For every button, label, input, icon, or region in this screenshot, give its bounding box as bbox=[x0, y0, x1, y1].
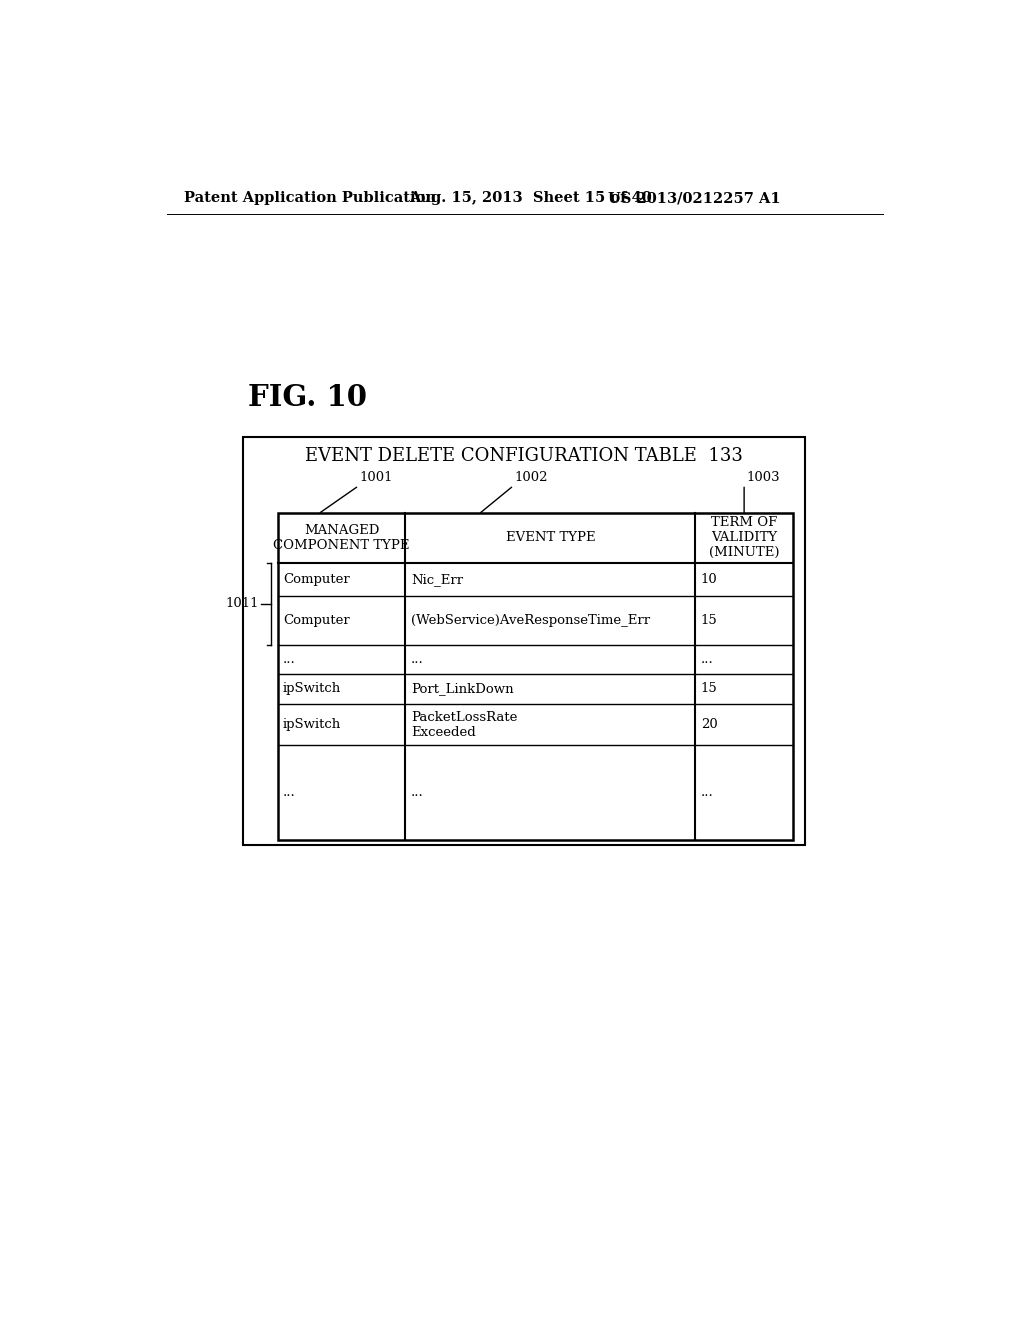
Text: US 2013/0212257 A1: US 2013/0212257 A1 bbox=[608, 191, 781, 206]
Text: EVENT TYPE: EVENT TYPE bbox=[506, 531, 595, 544]
Text: Port_LinkDown: Port_LinkDown bbox=[411, 682, 513, 696]
Text: Computer: Computer bbox=[283, 573, 350, 586]
Text: MANAGED
COMPONENT TYPE: MANAGED COMPONENT TYPE bbox=[273, 524, 410, 552]
Text: 20: 20 bbox=[700, 718, 718, 731]
Text: TERM OF
VALIDITY
(MINUTE): TERM OF VALIDITY (MINUTE) bbox=[709, 516, 779, 560]
Bar bbox=[243, 437, 805, 845]
Bar bbox=[278, 512, 793, 840]
Text: PacketLossRate
Exceeded: PacketLossRate Exceeded bbox=[411, 710, 517, 739]
Text: 1011: 1011 bbox=[225, 598, 259, 610]
Text: Computer: Computer bbox=[283, 614, 350, 627]
Text: EVENT DELETE CONFIGURATION TABLE  133: EVENT DELETE CONFIGURATION TABLE 133 bbox=[305, 446, 742, 465]
Text: Aug. 15, 2013  Sheet 15 of 40: Aug. 15, 2013 Sheet 15 of 40 bbox=[410, 191, 652, 206]
Text: 1001: 1001 bbox=[359, 471, 392, 484]
Text: (WebService)AveResponseTime_Err: (WebService)AveResponseTime_Err bbox=[411, 614, 650, 627]
Text: ...: ... bbox=[411, 653, 424, 665]
Text: 1002: 1002 bbox=[514, 471, 548, 484]
Text: 15: 15 bbox=[700, 614, 718, 627]
Text: ...: ... bbox=[700, 653, 714, 665]
Text: FIG. 10: FIG. 10 bbox=[248, 383, 368, 412]
Text: ...: ... bbox=[700, 785, 714, 799]
Text: ...: ... bbox=[411, 785, 424, 799]
Text: ...: ... bbox=[283, 653, 296, 665]
Text: ipSwitch: ipSwitch bbox=[283, 682, 341, 696]
Text: 10: 10 bbox=[700, 573, 718, 586]
Text: 1003: 1003 bbox=[746, 471, 780, 484]
Text: 15: 15 bbox=[700, 682, 718, 696]
Text: Patent Application Publication: Patent Application Publication bbox=[183, 191, 436, 206]
Text: ...: ... bbox=[283, 785, 296, 799]
Text: Nic_Err: Nic_Err bbox=[411, 573, 463, 586]
Text: ipSwitch: ipSwitch bbox=[283, 718, 341, 731]
